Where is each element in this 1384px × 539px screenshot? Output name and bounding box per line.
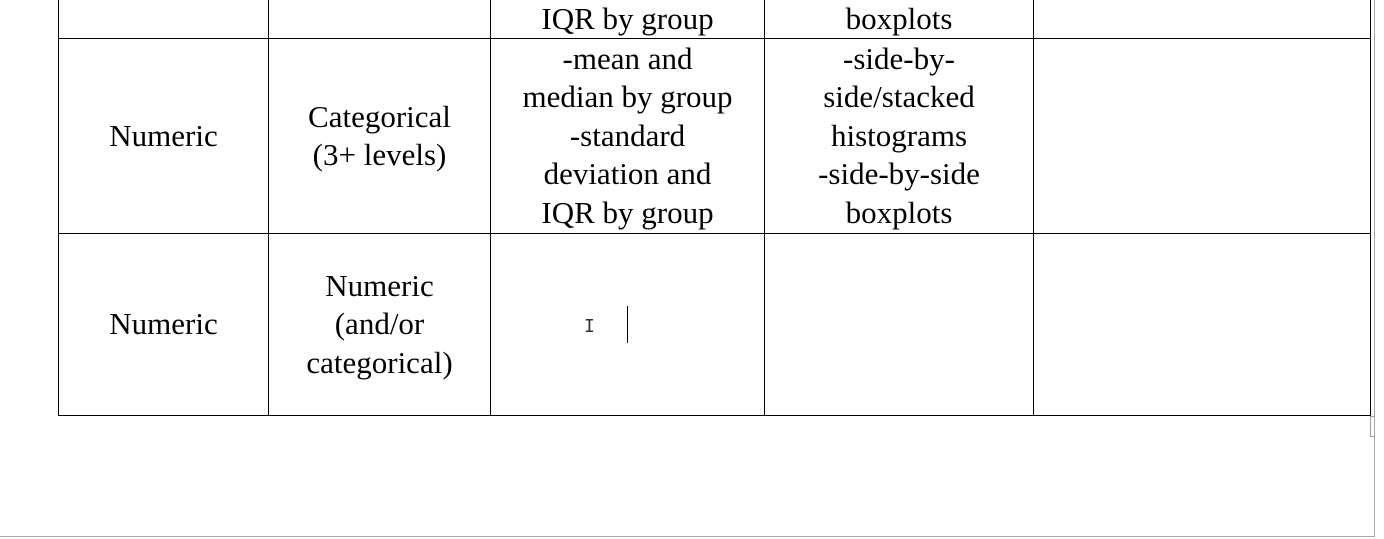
table-cell[interactable] bbox=[268, 0, 491, 39]
i-beam-cursor-icon: I bbox=[584, 316, 595, 337]
cell-text: boxplots bbox=[845, 0, 953, 36]
table-row: Numeric Categorical (3+ levels) -mean an… bbox=[58, 38, 1371, 234]
table-cell-active[interactable]: I bbox=[490, 233, 765, 416]
table-cell[interactable]: Numeric (and/or categorical) bbox=[268, 233, 491, 416]
table-resize-handle[interactable] bbox=[1370, 416, 1374, 437]
table-cell[interactable]: Numeric bbox=[58, 38, 269, 234]
table-row: Numeric Numeric (and/or categorical) I bbox=[58, 233, 1371, 416]
table-cell[interactable] bbox=[764, 233, 1034, 416]
cell-text: -side-by- side/stacked histograms -side-… bbox=[818, 40, 980, 230]
table-row: IQR by group boxplots bbox=[58, 0, 1371, 39]
table-cell[interactable] bbox=[1033, 0, 1371, 39]
cell-text: IQR by group bbox=[541, 0, 714, 36]
table-cell[interactable]: boxplots bbox=[764, 0, 1034, 39]
table-cell[interactable]: -mean and median by group -standard devi… bbox=[490, 38, 765, 234]
table-cell[interactable]: IQR by group bbox=[490, 0, 765, 39]
document-table: IQR by group boxplots Numeric Categorica… bbox=[58, 0, 1371, 416]
cell-text: Numeric bbox=[109, 117, 218, 153]
table-cell[interactable] bbox=[1033, 233, 1371, 416]
cell-text: Numeric (and/or categorical) bbox=[306, 267, 453, 380]
text-caret bbox=[627, 306, 628, 343]
table-cell[interactable]: -side-by- side/stacked histograms -side-… bbox=[764, 38, 1034, 234]
table-cell[interactable] bbox=[1033, 38, 1371, 234]
table-cell[interactable]: Categorical (3+ levels) bbox=[268, 38, 491, 234]
table-cell[interactable] bbox=[58, 0, 269, 39]
cell-text: Categorical (3+ levels) bbox=[308, 98, 451, 173]
table-cell[interactable]: Numeric bbox=[58, 233, 269, 416]
cell-text: -mean and median by group -standard devi… bbox=[522, 40, 733, 230]
cell-text: Numeric bbox=[109, 306, 218, 342]
